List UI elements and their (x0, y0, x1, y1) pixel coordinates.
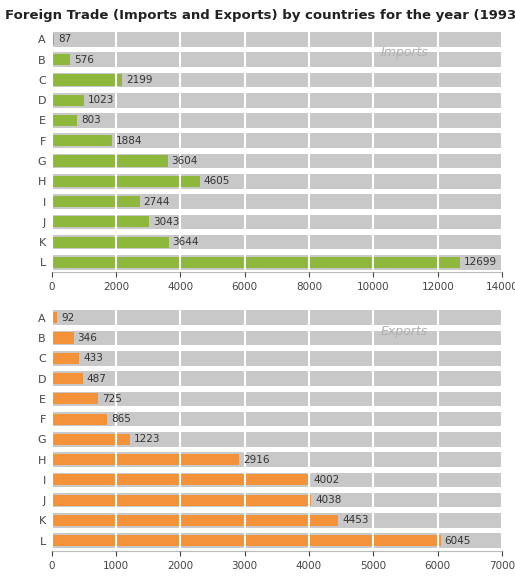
Text: 1884: 1884 (116, 136, 143, 146)
Text: 4002: 4002 (313, 475, 339, 485)
Bar (52, 373, 83, 384)
Text: Exports: Exports (381, 325, 427, 338)
Bar (52, 312, 57, 323)
Bar (52, 493, 502, 507)
Text: 3644: 3644 (173, 237, 199, 247)
Bar (52, 533, 502, 548)
Bar (52, 452, 502, 467)
Bar (52, 351, 502, 366)
Bar (52, 332, 74, 343)
Bar (52, 52, 502, 67)
Text: 346: 346 (78, 333, 97, 343)
Bar (52, 515, 338, 526)
Bar (52, 513, 502, 528)
Bar (52, 391, 502, 406)
Text: 4038: 4038 (315, 495, 341, 505)
Text: 4453: 4453 (342, 516, 369, 526)
Bar (52, 196, 140, 207)
Bar (52, 34, 54, 45)
Bar (52, 195, 502, 209)
Bar (52, 432, 502, 447)
Bar (52, 154, 502, 168)
Bar (52, 257, 460, 268)
Text: 576: 576 (74, 54, 94, 64)
Bar (52, 176, 200, 187)
Text: 2199: 2199 (126, 75, 152, 85)
Text: 433: 433 (83, 353, 103, 363)
Bar (52, 115, 77, 126)
Text: 3604: 3604 (171, 156, 198, 166)
Bar (52, 216, 149, 227)
Bar (52, 474, 309, 485)
Bar (52, 473, 502, 487)
Bar (52, 155, 167, 166)
Bar (52, 237, 169, 248)
Bar (52, 235, 502, 250)
Bar (52, 93, 502, 107)
Bar (52, 495, 312, 506)
Bar (52, 95, 84, 106)
Text: Imports: Imports (381, 46, 428, 59)
Bar (52, 454, 239, 465)
Bar (52, 255, 502, 270)
Text: 487: 487 (87, 374, 107, 384)
Text: 2916: 2916 (243, 455, 269, 465)
Text: 1223: 1223 (134, 434, 161, 444)
Bar (52, 214, 502, 229)
Bar (52, 32, 502, 47)
Bar (52, 412, 502, 427)
Bar (52, 434, 130, 445)
Bar (52, 331, 502, 345)
Bar (52, 113, 502, 128)
Text: 803: 803 (81, 115, 101, 125)
Bar (52, 372, 502, 386)
Text: 2744: 2744 (144, 196, 170, 206)
Text: 12699: 12699 (464, 257, 497, 267)
Text: 6045: 6045 (444, 536, 471, 546)
Text: 3043: 3043 (153, 217, 180, 227)
Text: 4605: 4605 (203, 176, 230, 186)
Text: 725: 725 (102, 394, 122, 404)
Bar (52, 174, 502, 189)
Bar (52, 393, 98, 404)
Bar (52, 74, 122, 86)
Text: 1023: 1023 (88, 96, 115, 105)
Bar (52, 54, 70, 65)
Bar (52, 311, 502, 325)
Bar (52, 73, 502, 87)
Bar (52, 535, 441, 546)
Bar (52, 135, 112, 146)
Text: 92: 92 (61, 313, 75, 323)
Text: Foreign Trade (Imports and Exports) by countries for the year (1993 - 1994): Foreign Trade (Imports and Exports) by c… (5, 9, 515, 22)
Text: 87: 87 (58, 35, 72, 45)
Bar (52, 414, 107, 425)
Text: 865: 865 (111, 414, 131, 424)
Bar (52, 353, 79, 364)
Bar (52, 134, 502, 148)
